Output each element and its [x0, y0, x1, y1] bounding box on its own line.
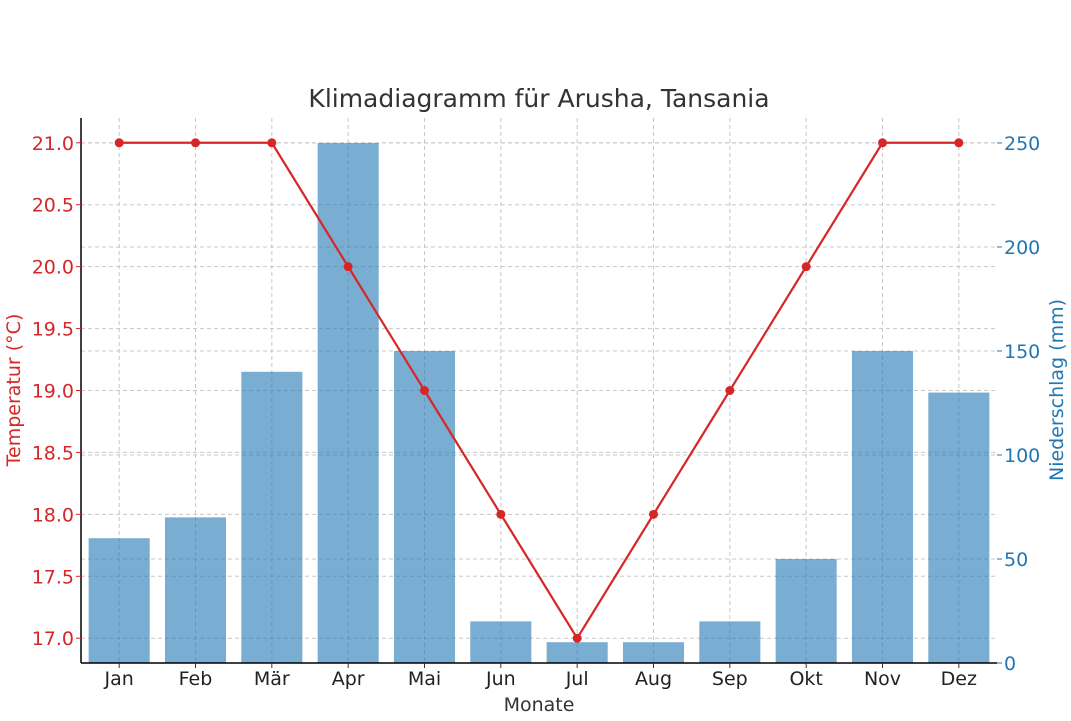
x-tick-label: Mai	[408, 668, 441, 690]
precipitation-bar	[317, 142, 379, 663]
x-tick-label: Apr	[332, 668, 365, 690]
y-right-tick-labels: 0 50 100 150 200 250	[997, 133, 1040, 675]
x-tick-label: Okt	[789, 668, 822, 690]
y-right-tick-label: 250	[1004, 133, 1040, 155]
y-left-tick-label: 20.0	[32, 257, 74, 279]
temperature-point	[267, 138, 277, 148]
x-tick-label: Dez	[941, 668, 977, 690]
precipitation-bar	[88, 538, 150, 663]
precipitation-bar	[546, 642, 608, 663]
y-left-tick-label: 21.0	[32, 133, 74, 155]
x-tick-label: Jan	[104, 668, 134, 690]
x-tick-label: Jul	[565, 668, 589, 690]
precipitation-bar	[241, 371, 303, 663]
x-tick-labels: Jan Feb Mär Apr Mai Jun Jul Aug Sep Okt Nov Dez	[104, 663, 977, 690]
temperature-point	[420, 386, 429, 395]
x-tick-label: Mär	[254, 668, 290, 690]
x-axis-label: Monate	[504, 694, 575, 716]
precipitation-bar	[851, 350, 914, 663]
temperature-line	[114, 138, 964, 643]
temperature-point	[725, 386, 735, 395]
precipitation-bar	[928, 392, 990, 663]
temperature-point	[343, 262, 353, 272]
x-tick-label: Sep	[712, 668, 748, 690]
temperature-series-line	[119, 141, 959, 641]
y-right-tick-label: 50	[1004, 549, 1028, 571]
temperature-point	[191, 138, 200, 148]
x-tick-label: Feb	[179, 668, 213, 690]
y-left-tick-label: 20.5	[32, 195, 74, 217]
y-left-tick-label: 19.5	[32, 319, 74, 341]
y-left-tick-label: 19.0	[32, 381, 74, 403]
temperature-point	[954, 138, 964, 148]
x-tick-label: Jun	[485, 668, 516, 690]
precipitation-bar	[470, 621, 532, 663]
chart-title: Klimadiagramm für Arusha, Tansania	[308, 84, 769, 113]
y-right-tick-label: 100	[1004, 445, 1040, 467]
temperature-point	[649, 509, 658, 519]
y-right-tick-label: 200	[1004, 237, 1040, 259]
y-left-tick-label: 17.5	[32, 566, 74, 588]
x-tick-label: Aug	[635, 668, 672, 690]
temperature-point	[878, 138, 887, 148]
y-right-tick-label: 0	[1004, 653, 1016, 675]
y-left-tick-label: 18.5	[32, 442, 74, 464]
y-left-axis-label: Temperatur (°C)	[3, 314, 25, 468]
temperature-point	[572, 633, 582, 643]
temperature-point	[114, 138, 124, 148]
precipitation-bar	[775, 558, 837, 663]
y-left-tick-labels: 17.0 17.5 18.0 18.5 19.0 19.5 20.0 20.5 21.0	[32, 133, 81, 650]
temperature-point	[801, 262, 811, 272]
precipitation-bar	[164, 517, 227, 663]
y-left-tick-label: 17.0	[32, 628, 74, 650]
y-right-axis-label: Niederschlag (mm)	[1046, 299, 1068, 481]
temperature-point	[496, 509, 506, 519]
precipitation-bar	[622, 642, 685, 663]
y-right-tick-label: 150	[1004, 341, 1040, 363]
y-left-tick-label: 18.0	[32, 504, 74, 526]
precipitation-bar	[393, 350, 456, 663]
precipitation-bar	[699, 621, 761, 663]
x-tick-label: Nov	[864, 668, 901, 690]
precipitation-bars	[88, 142, 990, 663]
